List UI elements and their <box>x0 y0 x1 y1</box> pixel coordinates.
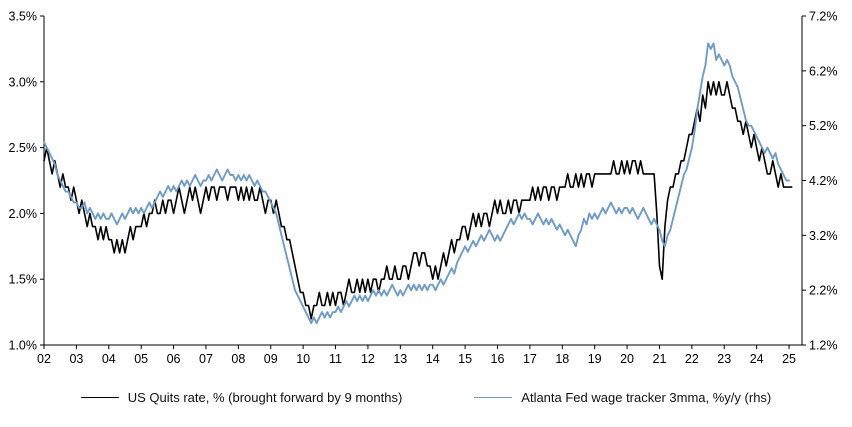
legend: US Quits rate, % (brought forward by 9 m… <box>0 390 852 405</box>
y-right-tick-label: 3.2% <box>809 229 838 243</box>
x-tick-label: 15 <box>458 352 472 366</box>
x-tick-label: 11 <box>329 352 342 366</box>
x-tick-label: 10 <box>296 352 310 366</box>
x-tick-label: 05 <box>134 352 148 366</box>
chart-container: 3.5% 3.0% 2.5% 2.0% 1.5% 1.0% 7.2% 6.2% 5.2% 4.2%… <box>0 10 852 406</box>
y-right-tick-label: 2.2% <box>809 284 838 298</box>
legend-item-quits: US Quits rate, % (brought forward by 9 m… <box>80 390 403 405</box>
dual-axis-line-chart: 3.5% 3.0% 2.5% 2.0% 1.5% 1.0% 7.2% 6.2% 5.2% 4.2%… <box>9 10 838 367</box>
x-tick-label: 12 <box>361 352 375 366</box>
y-axis-right: 7.2% 6.2% 5.2% 4.2% 3.2% 2.2% 1.2% <box>802 10 838 353</box>
x-tick-label: 07 <box>199 352 213 366</box>
y-left-tick-label: 1.0% <box>9 339 38 353</box>
x-tick-label: 25 <box>782 352 796 366</box>
x-tick-label: 20 <box>620 352 634 366</box>
y-right-tick-label: 1.2% <box>809 339 838 353</box>
x-tick-label: 16 <box>491 352 505 366</box>
y-right-tick-label: 5.2% <box>809 119 838 133</box>
x-tick-label: 18 <box>555 352 569 366</box>
wage-tracker-line-swatch <box>474 397 513 398</box>
y-left-tick-label: 3.5% <box>9 10 38 24</box>
x-tick-label: 19 <box>588 352 602 366</box>
legend-item-wage-tracker: Atlanta Fed wage tracker 3mma, %y/y (rhs… <box>474 390 771 405</box>
axes-frame <box>43 16 803 346</box>
series-wage-tracker-line <box>43 42 790 325</box>
y-left-tick-label: 3.0% <box>9 75 38 89</box>
x-tick-label: 04 <box>102 352 116 366</box>
x-axis: 02 03 04 05 06 07 08 09 10 11 12 13 14 15 16 17 18 19 20 21… <box>37 345 796 366</box>
y-axis-left: 3.5% 3.0% 2.5% 2.0% 1.5% 1.0% <box>9 10 44 353</box>
y-right-tick-label: 7.2% <box>809 10 838 24</box>
x-tick-label: 13 <box>393 352 407 366</box>
legend-label-quits: US Quits rate, % (brought forward by 9 m… <box>127 390 403 405</box>
y-left-tick-label: 2.0% <box>9 207 38 221</box>
x-tick-label: 06 <box>167 352 181 366</box>
x-tick-label: 02 <box>37 352 51 366</box>
x-tick-label: 08 <box>231 352 245 366</box>
x-tick-label: 17 <box>523 352 537 366</box>
quits-line-swatch <box>80 397 119 398</box>
y-left-tick-label: 1.5% <box>9 273 38 287</box>
legend-label-wage-tracker: Atlanta Fed wage tracker 3mma, %y/y (rhs… <box>521 390 772 405</box>
x-tick-label: 23 <box>717 352 731 366</box>
x-tick-label: 21 <box>653 352 667 366</box>
x-tick-label: 14 <box>426 352 440 366</box>
x-tick-label: 09 <box>264 352 278 366</box>
x-tick-label: 24 <box>750 352 764 366</box>
y-left-tick-label: 2.5% <box>9 141 38 155</box>
series-quits-line <box>43 81 793 320</box>
x-tick-label: 03 <box>69 352 83 366</box>
y-right-tick-label: 4.2% <box>809 174 838 188</box>
y-right-tick-label: 6.2% <box>809 64 838 78</box>
x-tick-label: 22 <box>685 352 699 366</box>
